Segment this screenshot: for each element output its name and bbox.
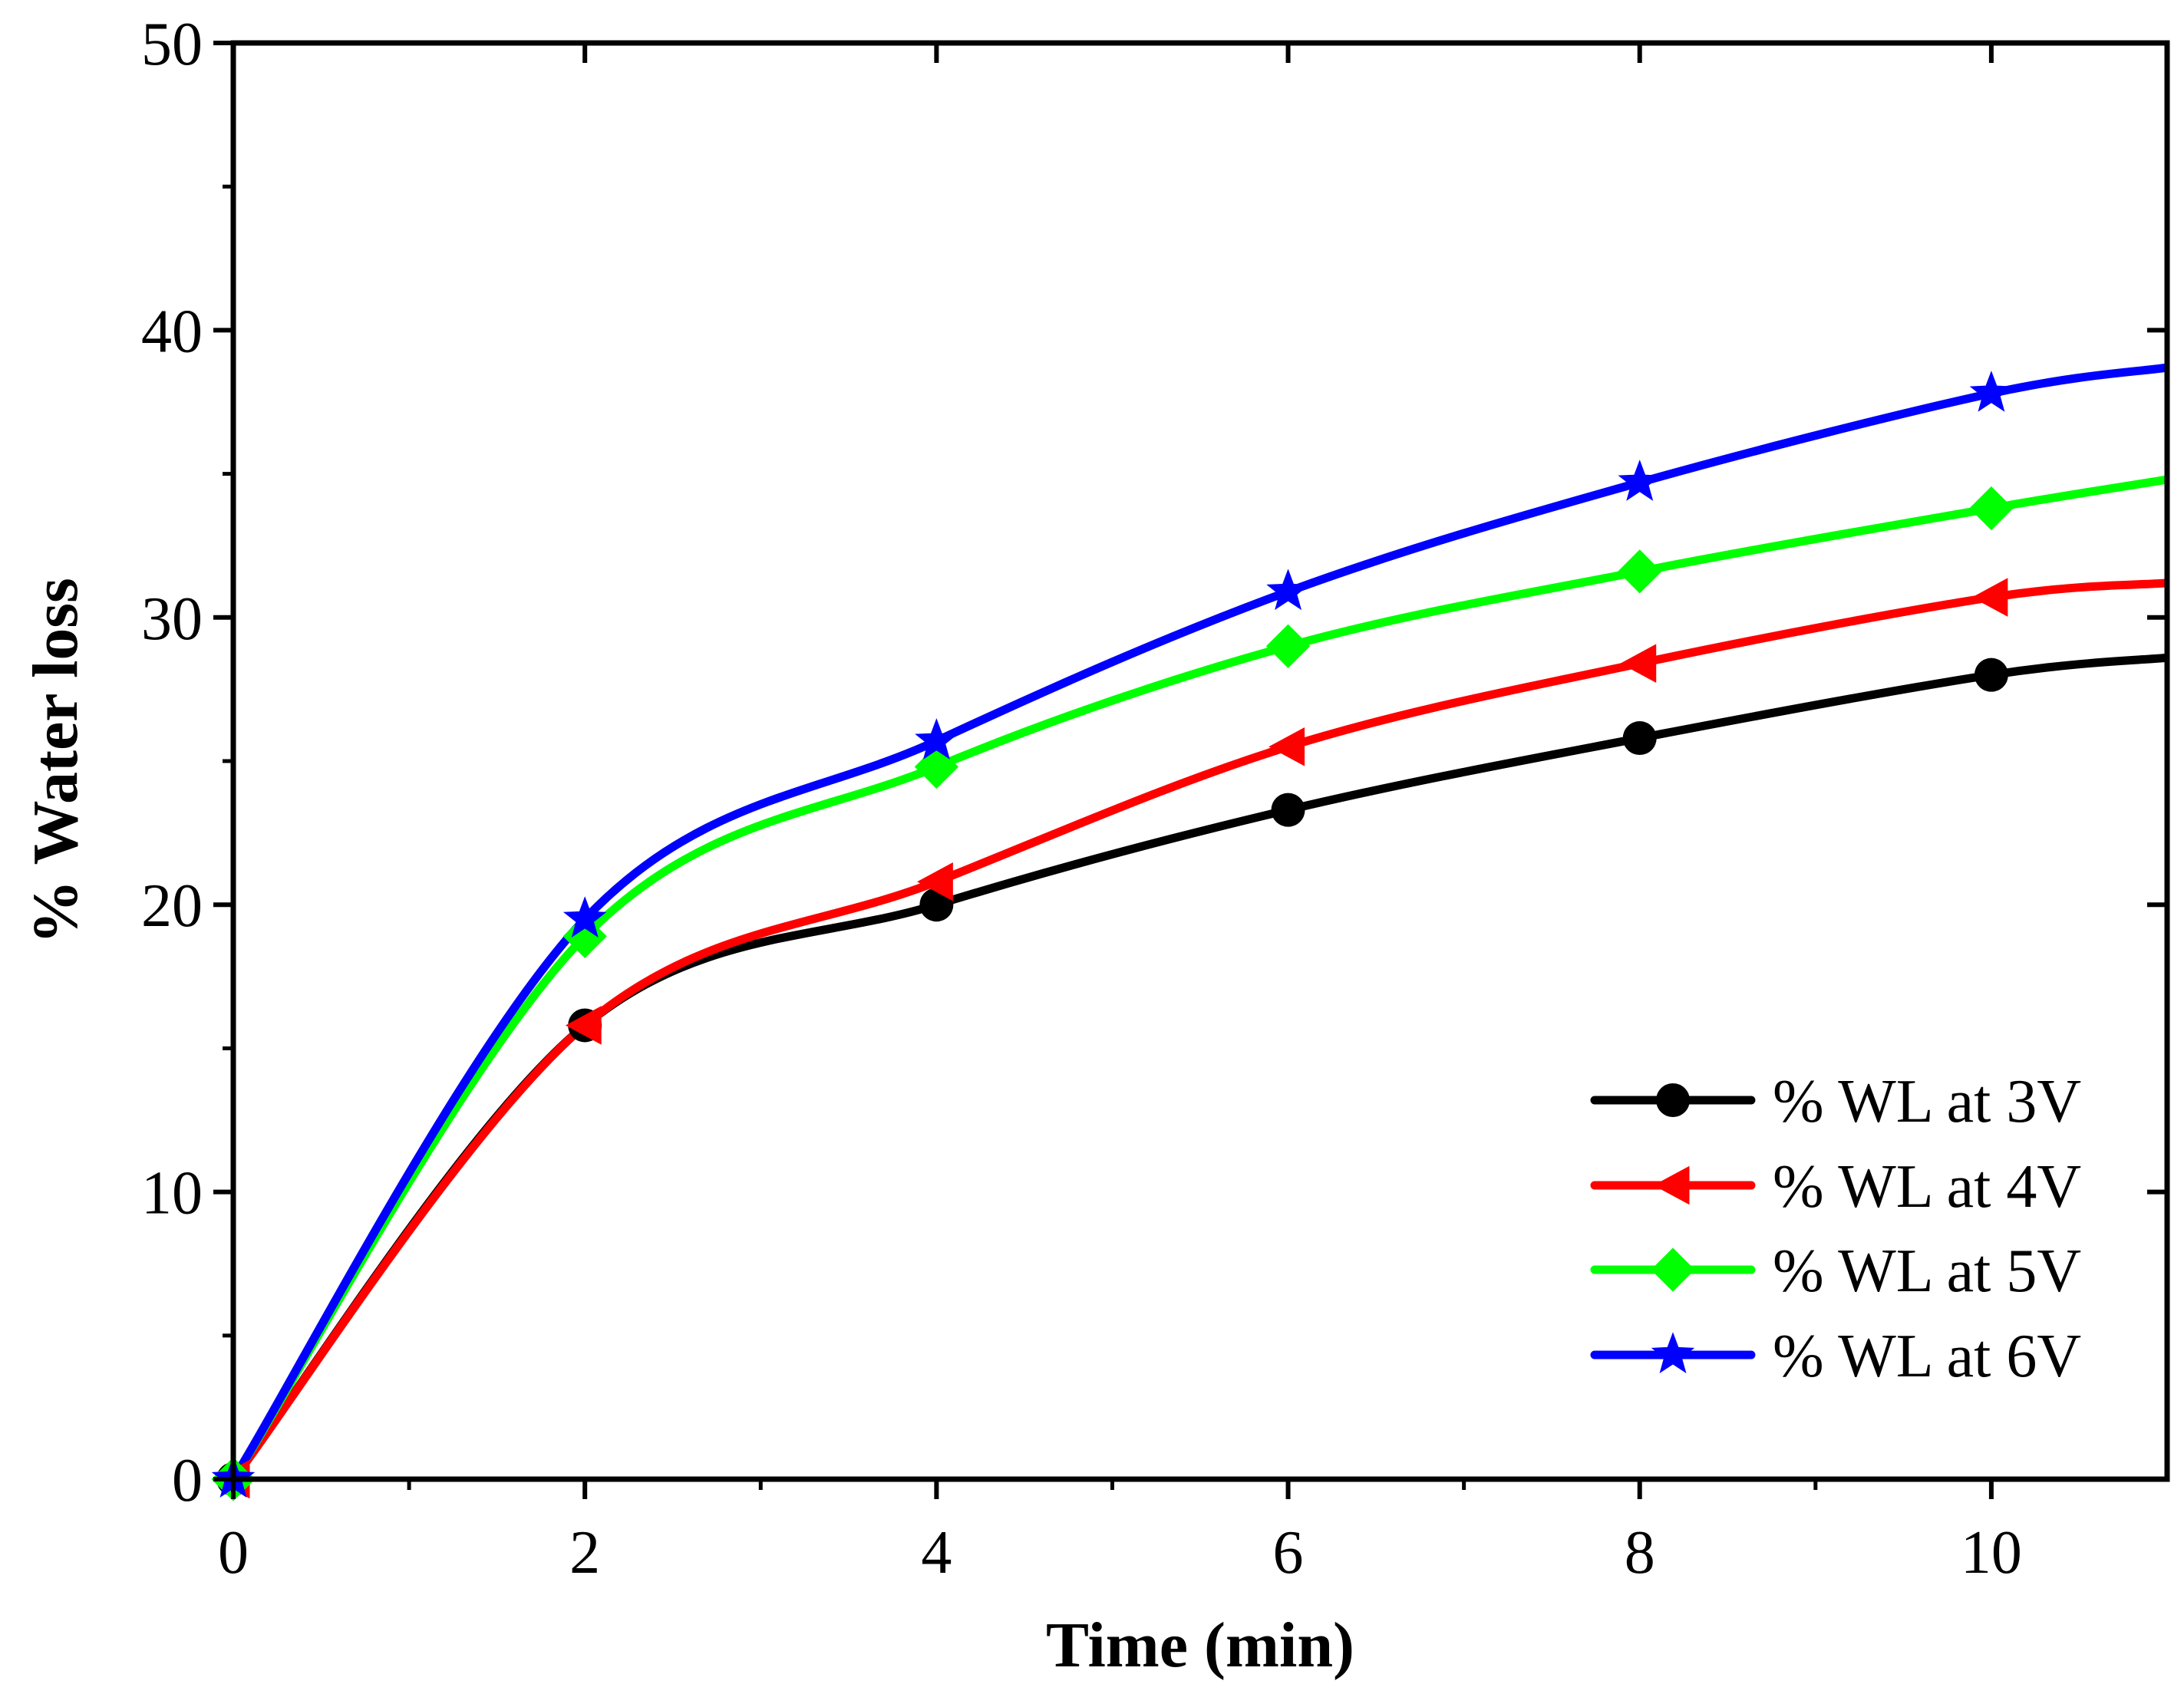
data-point [562,896,607,938]
y-axis-title: % Water loss [20,578,91,944]
legend-marker [1653,1165,1690,1205]
series-line-6v [233,363,2167,1479]
legend-marker [1656,1083,1690,1117]
legend-label: % WL at 3V [1773,1068,2081,1135]
legend: % WL at 3V % WL at 4V % WL at 5V % WL at 6V [1590,1068,2081,1390]
y-tick-label: 10 [141,1160,203,1228]
data-point [1618,549,1662,594]
y-tick-label: 40 [141,298,203,365]
legend-item: % WL at 5V [1590,1238,2081,1305]
data-point [562,914,607,958]
data-point [1622,721,1657,756]
series-line-4v [233,578,2167,1479]
data-point [1271,793,1305,827]
x-tick-label: 8 [1625,1519,1655,1587]
legend-label: % WL at 6V [1773,1323,2081,1390]
series-layer [233,363,2167,1479]
data-point [1265,624,1311,668]
marker-layer [211,371,2014,1501]
legend-item: % WL at 6V [1590,1323,2081,1390]
y-axis: 0 10 20 30 40 50 [141,11,2167,1514]
x-tick-label: 2 [569,1519,600,1587]
data-point [1266,569,1310,611]
x-tick-label: 6 [1273,1519,1304,1587]
y-tick-label: 50 [141,11,203,78]
legend-label: % WL at 5V [1773,1238,2081,1305]
data-point [1969,486,2014,531]
y-tick-label: 30 [141,585,203,653]
x-tick-label: 10 [1961,1519,2022,1587]
y-tick-label: 20 [141,872,203,940]
data-point [1971,578,2008,617]
legend-marker [1651,1332,1695,1374]
series-line-5v [233,475,2167,1479]
data-point [1618,460,1661,501]
data-point [1620,644,1657,684]
data-point [1269,727,1305,766]
data-point [917,862,953,901]
legend-item: % WL at 4V [1590,1153,2081,1221]
data-point [915,718,958,760]
y-tick-label: 0 [172,1447,203,1514]
legend-marker [1651,1247,1695,1292]
x-tick-label: 4 [921,1519,952,1587]
data-point [1969,371,2014,412]
x-axis: 0 2 4 6 8 10 [218,43,2022,1587]
data-point [565,1006,602,1045]
legend-label: % WL at 4V [1773,1153,2081,1221]
x-axis-title: Time (min) [1046,1610,1354,1681]
data-point [1974,657,2008,692]
legend-item: % WL at 3V [1590,1068,2081,1135]
x-tick-label: 0 [218,1519,249,1587]
